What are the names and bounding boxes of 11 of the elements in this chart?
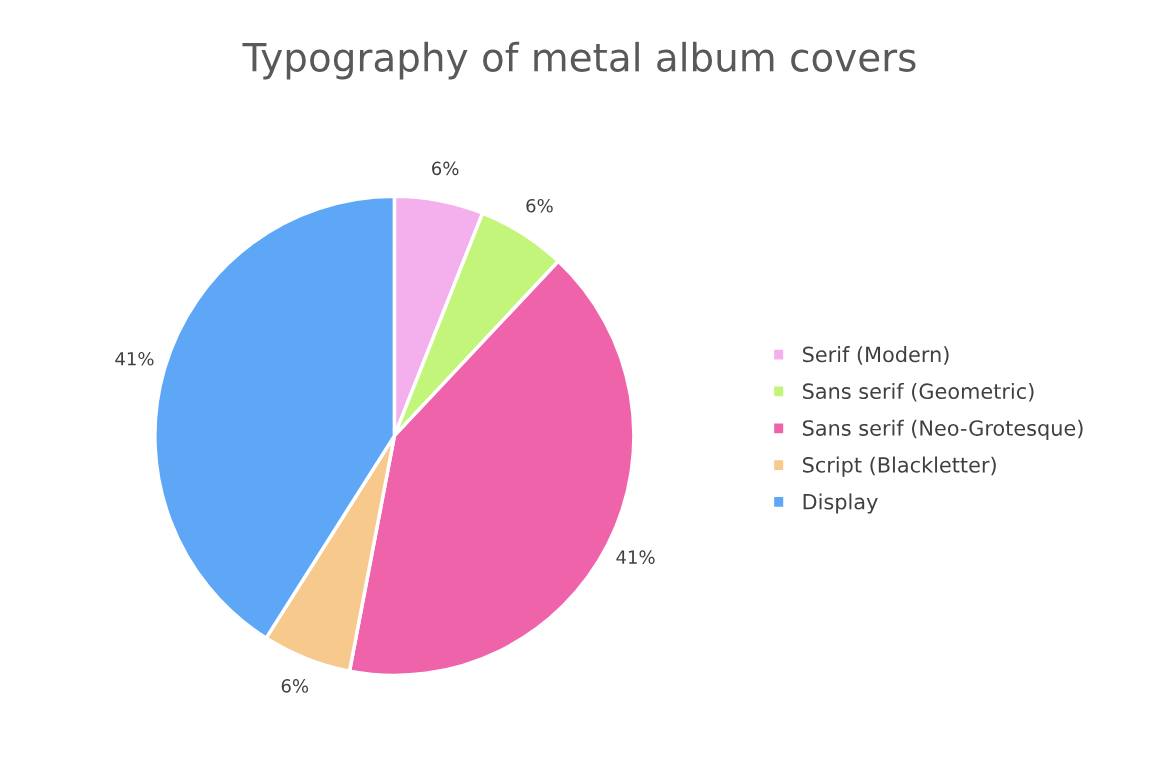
data-label: 41% — [616, 550, 655, 564]
legend-label: Serif (Modern) — [802, 346, 949, 365]
chart-title: Typography of metal album covers — [242, 41, 916, 80]
data-label: 6% — [281, 679, 309, 693]
legend-label: Sans serif (Neo-Grotesque) — [802, 419, 1083, 440]
data-label: 6% — [432, 161, 459, 176]
legend-label: Script (Blackletter) — [802, 456, 996, 477]
data-label: 41% — [115, 351, 154, 366]
legend-label: Sans serif (Geometric) — [802, 382, 1034, 402]
data-label: 6% — [526, 198, 553, 213]
legend-label: Display — [803, 493, 878, 514]
